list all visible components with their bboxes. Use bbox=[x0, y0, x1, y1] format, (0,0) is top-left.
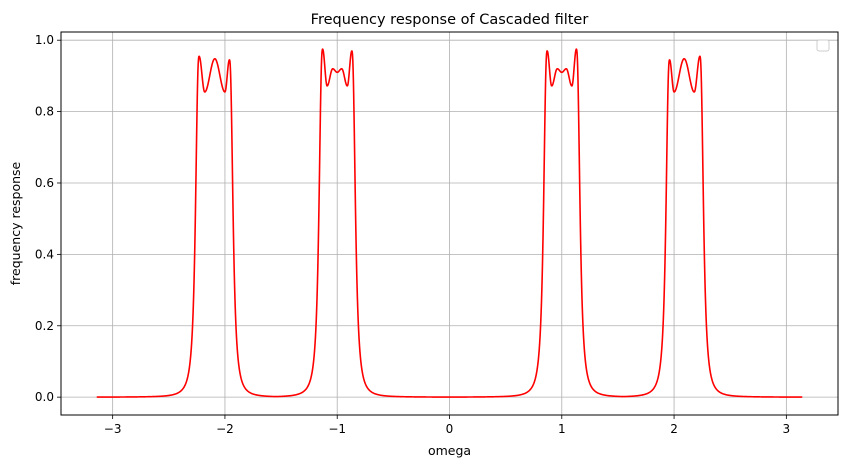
y-tick-label: 0.0 bbox=[35, 390, 54, 404]
x-tick-label: 1 bbox=[558, 422, 566, 436]
x-tick-label: 2 bbox=[670, 422, 678, 436]
x-tick-label: 0 bbox=[446, 422, 454, 436]
x-tick-label: −3 bbox=[104, 422, 122, 436]
y-tick-label: 0.6 bbox=[35, 176, 54, 190]
x-tick-label: 3 bbox=[783, 422, 791, 436]
x-tick-label: −2 bbox=[216, 422, 234, 436]
grid-lines bbox=[61, 32, 838, 415]
series-layer bbox=[96, 48, 803, 398]
legend-box bbox=[816, 39, 830, 52]
frequency-response-line bbox=[96, 48, 803, 398]
y-tick-label: 0.4 bbox=[35, 247, 54, 261]
y-axis-ticks: 0.0 0.2 0.4 0.6 0.8 1.0 bbox=[35, 33, 61, 404]
x-axis-label: omega bbox=[428, 443, 471, 458]
x-tick-label: −1 bbox=[328, 422, 346, 436]
chart-title: Frequency response of Cascaded filter bbox=[311, 12, 589, 28]
y-tick-label: 1.0 bbox=[35, 33, 54, 47]
y-tick-label: 0.8 bbox=[35, 105, 54, 119]
y-tick-label: 0.2 bbox=[35, 319, 54, 333]
y-axis-label: frequency response bbox=[8, 161, 23, 285]
x-axis-ticks: −3 −2 −1 0 1 2 3 bbox=[104, 415, 790, 436]
